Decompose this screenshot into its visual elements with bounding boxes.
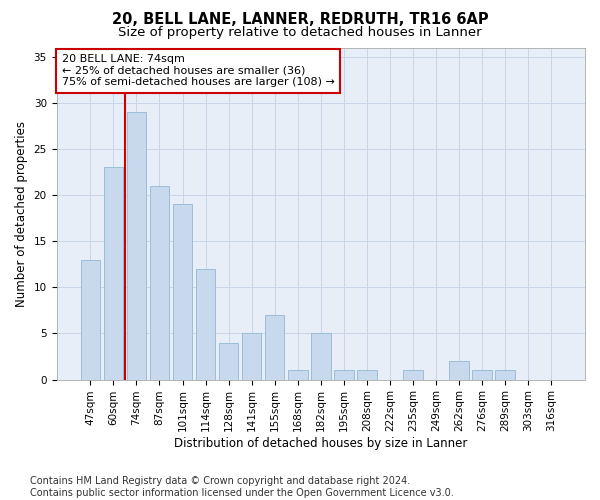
- Bar: [357, 370, 377, 380]
- Bar: [472, 370, 492, 380]
- Bar: [334, 370, 353, 380]
- Bar: [196, 269, 215, 380]
- Text: 20 BELL LANE: 74sqm
← 25% of detached houses are smaller (36)
75% of semi-detach: 20 BELL LANE: 74sqm ← 25% of detached ho…: [62, 54, 335, 88]
- Bar: [242, 334, 262, 380]
- Bar: [496, 370, 515, 380]
- Bar: [288, 370, 308, 380]
- Bar: [311, 334, 331, 380]
- Text: Size of property relative to detached houses in Lanner: Size of property relative to detached ho…: [118, 26, 482, 39]
- Y-axis label: Number of detached properties: Number of detached properties: [15, 120, 28, 306]
- Bar: [449, 361, 469, 380]
- Bar: [149, 186, 169, 380]
- X-axis label: Distribution of detached houses by size in Lanner: Distribution of detached houses by size …: [174, 437, 467, 450]
- Bar: [219, 342, 238, 380]
- Bar: [80, 260, 100, 380]
- Bar: [104, 168, 123, 380]
- Bar: [265, 315, 284, 380]
- Text: Contains HM Land Registry data © Crown copyright and database right 2024.
Contai: Contains HM Land Registry data © Crown c…: [30, 476, 454, 498]
- Bar: [127, 112, 146, 380]
- Text: 20, BELL LANE, LANNER, REDRUTH, TR16 6AP: 20, BELL LANE, LANNER, REDRUTH, TR16 6AP: [112, 12, 488, 28]
- Bar: [173, 204, 193, 380]
- Bar: [403, 370, 423, 380]
